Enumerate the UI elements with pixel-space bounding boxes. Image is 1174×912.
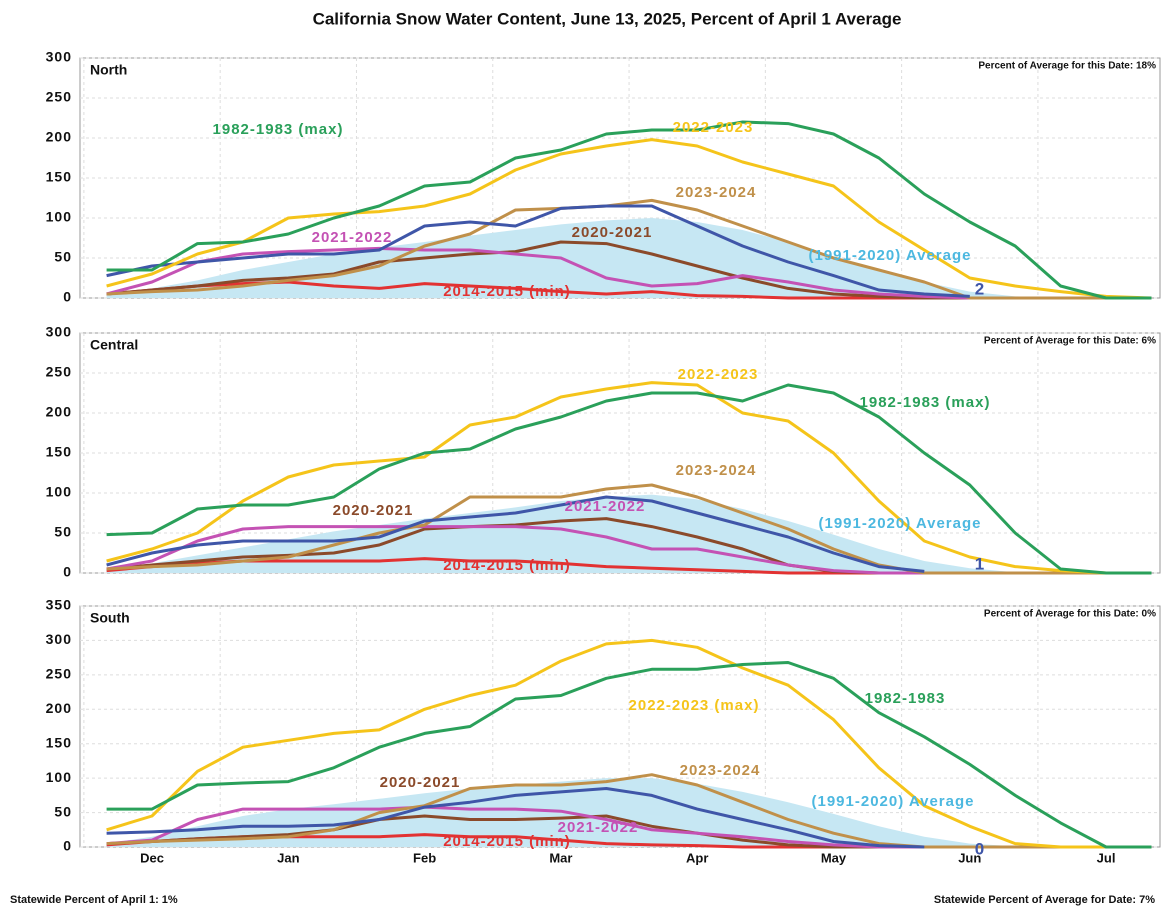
y-tick-label: 0: [63, 838, 72, 854]
footer-right: Statewide Percent of Average for Date: 7…: [934, 894, 1155, 906]
series-line: [106, 204, 970, 298]
y-tick-label: 100: [46, 769, 72, 785]
average-area: [106, 778, 1152, 847]
series-label: 2023-2024: [676, 462, 757, 479]
series-label: 2023-2024: [676, 184, 757, 201]
series-label: 2020-2021: [572, 224, 653, 241]
x-tick-label: Jun: [958, 850, 981, 865]
series-label: 0: [975, 839, 985, 858]
y-tick-label: 350: [46, 597, 72, 613]
footer-left: Statewide Percent of April 1: 1%: [10, 894, 178, 906]
series-label: 2: [975, 279, 985, 298]
series-label: 2022-2023: [673, 119, 754, 136]
series-label: 1982-1983: [865, 690, 946, 707]
series-label: 2014-2015 (min): [443, 833, 571, 850]
chart-title: California Snow Water Content, June 13, …: [313, 9, 902, 28]
series-label: 2021-2022: [558, 819, 639, 836]
series-label: 2022-2023 (max): [629, 697, 760, 714]
y-tick-label: 250: [46, 364, 72, 380]
panel-title: Central: [90, 337, 138, 353]
series-line: [106, 383, 1152, 575]
series-label: 2014-2015 (min): [443, 283, 571, 300]
series-line: [106, 198, 1152, 300]
panel-title: North: [90, 62, 127, 78]
x-tick-label: Feb: [413, 850, 436, 865]
y-tick-label: 200: [46, 129, 72, 145]
x-tick-label: Jul: [1097, 850, 1116, 865]
series-label: (1991-2020) Average: [819, 515, 982, 532]
series-line: [106, 495, 925, 573]
series-label: 2014-2015 (min): [443, 557, 571, 574]
series-label: 2023-2024: [680, 762, 761, 779]
average-area: [106, 494, 1152, 573]
x-tick-label: Mar: [549, 850, 572, 865]
y-tick-label: 200: [46, 700, 72, 716]
series-label: 2020-2021: [380, 774, 461, 791]
series-line: [106, 483, 1152, 575]
series-line: [106, 381, 1152, 575]
series-label: 2022-2023: [678, 366, 759, 383]
series-line: [106, 120, 1152, 300]
panel-title: South: [90, 610, 130, 626]
x-tick-label: May: [821, 850, 847, 865]
y-tick-label: 150: [46, 169, 72, 185]
y-tick-label: 0: [63, 289, 72, 305]
y-tick-label: 100: [46, 484, 72, 500]
y-tick-label: 50: [54, 249, 72, 265]
series-line: [106, 638, 1152, 849]
series-label: (1991-2020) Average: [812, 793, 975, 810]
y-tick-label: 300: [46, 49, 72, 65]
series-label: 1982-1983 (max): [213, 121, 344, 138]
panel-note: Percent of Average for this Date: 6%: [984, 336, 1156, 347]
x-tick-label: Apr: [686, 850, 708, 865]
y-tick-label: 50: [54, 803, 72, 819]
y-tick-label: 200: [46, 404, 72, 420]
y-tick-label: 100: [46, 209, 72, 225]
y-tick-label: 250: [46, 666, 72, 682]
y-tick-label: 250: [46, 89, 72, 105]
y-tick-label: 150: [46, 444, 72, 460]
x-tick-label: Dec: [140, 850, 164, 865]
y-tick-label: 0: [63, 564, 72, 580]
y-tick-label: 300: [46, 631, 72, 647]
y-tick-label: 300: [46, 324, 72, 340]
panel-note: Percent of Average for this Date: 0%: [984, 609, 1156, 620]
series-label: 2021-2022: [312, 229, 393, 246]
series-line: [106, 661, 1152, 849]
series-label: 2020-2021: [333, 502, 414, 519]
series-line: [106, 138, 1152, 300]
y-tick-label: 50: [54, 524, 72, 540]
series-label: 1982-1983 (max): [860, 394, 991, 411]
y-tick-label: 150: [46, 734, 72, 750]
series-label: 1: [975, 554, 985, 573]
series-line: [106, 773, 1152, 849]
series-label: (1991-2020) Average: [809, 247, 972, 264]
x-tick-label: Jan: [277, 850, 299, 865]
series-label: 2021-2022: [565, 498, 646, 515]
panel-note: Percent of Average for this Date: 18%: [978, 61, 1156, 72]
average-area: [106, 218, 1152, 298]
series-line: [106, 787, 925, 849]
